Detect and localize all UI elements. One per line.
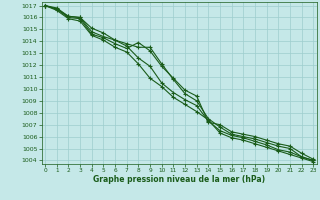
X-axis label: Graphe pression niveau de la mer (hPa): Graphe pression niveau de la mer (hPa): [93, 175, 265, 184]
